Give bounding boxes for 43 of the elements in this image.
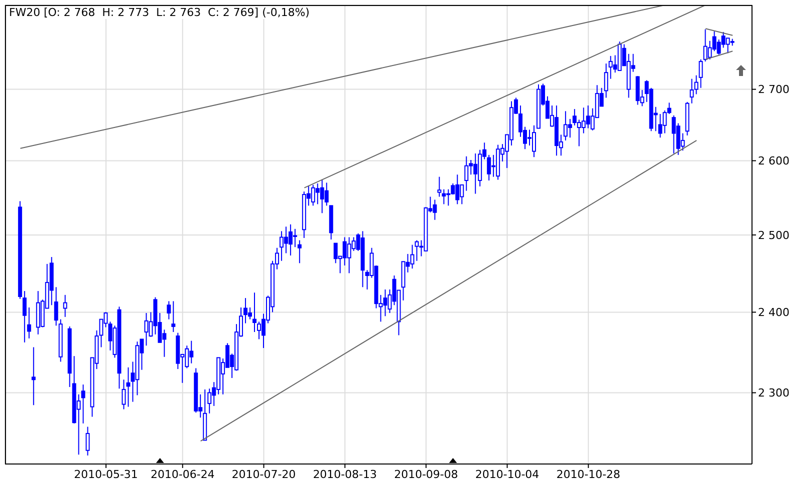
x-tick-label: 2010-10-28	[556, 468, 620, 481]
candlestick	[572, 108, 577, 126]
y-tick-label: 2 300	[758, 386, 790, 400]
x-tick-label: 2010-07-20	[232, 468, 296, 481]
candlestick	[604, 63, 608, 98]
x-tick-label: 2010-05-31	[74, 468, 138, 481]
y-tick-label: 2 400	[758, 306, 790, 320]
x-tick-label: 2010-10-04	[475, 468, 540, 481]
candlestick	[257, 321, 262, 340]
y-tick-label: 2 600	[758, 154, 790, 168]
candlestick	[334, 242, 338, 264]
candlestick	[171, 300, 176, 333]
candlestick	[54, 286, 58, 326]
candlestick	[86, 426, 90, 456]
y-tick-label: 2 500	[758, 228, 790, 242]
candlestick	[81, 384, 86, 424]
candlestick	[248, 306, 252, 320]
candlestick	[410, 244, 414, 270]
candlestick	[27, 306, 32, 339]
candlestick	[298, 240, 302, 264]
candlestick	[280, 230, 284, 262]
candlestick	[658, 113, 662, 138]
y-tick-label: 2 700	[758, 83, 790, 96]
candlestick	[126, 366, 130, 408]
candlestick	[63, 294, 68, 318]
candlestick	[460, 184, 464, 205]
candlestick	[564, 110, 568, 141]
x-tick-label: 2010-08-13	[312, 468, 377, 481]
candlestick	[437, 176, 442, 198]
candlestick	[252, 292, 256, 333]
candlestick	[432, 199, 437, 220]
candlestick	[698, 58, 703, 88]
candlestick	[608, 55, 613, 80]
candlestick	[694, 74, 698, 95]
chart-title: FW20 [O: 2 768 H: 2 773 L: 2 763 C: 2 769] (-0,18%)	[9, 6, 310, 19]
candlestick	[32, 346, 36, 406]
x-tick-label: 2010-09-08	[394, 468, 458, 481]
candlestick	[122, 379, 126, 410]
candlestick	[189, 340, 194, 364]
candlestick	[22, 290, 27, 343]
candlestick	[636, 76, 640, 106]
x-tick-label: 2010-06-24	[150, 468, 215, 481]
candlestick	[166, 300, 171, 320]
